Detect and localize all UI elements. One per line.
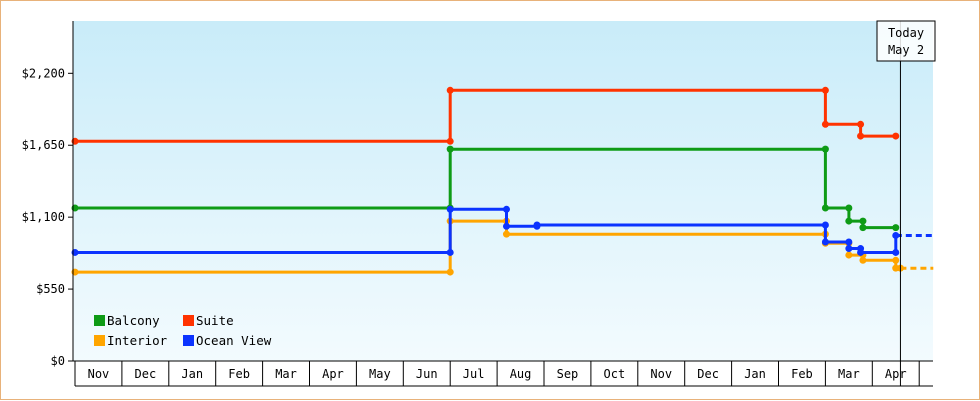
x-tick-label: Mar: [838, 367, 860, 381]
x-tick-label: Apr: [322, 367, 344, 381]
data-point: [821, 86, 829, 94]
today-box: [876, 20, 936, 62]
x-tick-label: Feb: [791, 367, 813, 381]
y-tick-label: $1,650: [22, 138, 65, 152]
x-tick-label: Jan: [744, 367, 766, 381]
data-point: [857, 120, 865, 128]
legend-label: Ocean View: [196, 333, 272, 348]
data-point: [821, 120, 829, 128]
legend-swatch: [183, 315, 194, 326]
data-point: [859, 256, 867, 264]
y-tick-label: $1,100: [22, 210, 65, 224]
data-point: [821, 221, 829, 229]
data-point: [859, 217, 867, 225]
x-tick-label: Apr: [885, 367, 907, 381]
data-point: [845, 238, 853, 246]
today-date: May 2: [888, 43, 924, 57]
data-point: [502, 205, 510, 213]
x-tick-label: Aug: [510, 367, 532, 381]
legend-swatch: [94, 335, 105, 346]
today-label: Today: [888, 26, 924, 40]
legend-swatch: [183, 335, 194, 346]
x-tick-label: Nov: [88, 367, 110, 381]
x-tick-label: May: [369, 367, 391, 381]
data-point: [446, 137, 454, 145]
y-tick-label: $2,200: [22, 66, 65, 80]
legend-swatch: [94, 315, 105, 326]
x-tick-label: Dec: [135, 367, 157, 381]
data-point: [857, 248, 865, 256]
data-point: [845, 217, 853, 225]
data-point: [821, 204, 829, 212]
data-point: [892, 248, 900, 256]
x-tick-label: Nov: [650, 367, 672, 381]
data-point: [892, 231, 900, 239]
x-tick-label: Mar: [275, 367, 297, 381]
data-point: [502, 230, 510, 238]
data-point: [845, 245, 853, 253]
plot-background: [73, 21, 933, 361]
y-tick-label: $550: [36, 282, 65, 296]
data-point: [892, 224, 900, 232]
data-point: [859, 224, 867, 232]
x-tick-label: Dec: [697, 367, 719, 381]
data-point: [845, 204, 853, 212]
x-tick-label: Sep: [557, 367, 579, 381]
legend-label: Interior: [107, 333, 168, 348]
data-point: [892, 256, 900, 264]
x-tick-label: Jul: [463, 367, 485, 381]
x-tick-label: Jan: [181, 367, 203, 381]
x-tick-label: Jun: [416, 367, 438, 381]
data-point: [857, 132, 865, 140]
data-point: [845, 251, 853, 259]
data-point: [892, 132, 900, 140]
data-point: [821, 238, 829, 246]
data-point: [446, 86, 454, 94]
data-point: [446, 205, 454, 213]
y-tick-label: $0: [51, 354, 65, 368]
legend-label: Balcony: [107, 313, 160, 328]
x-tick-label: Oct: [604, 367, 626, 381]
legend-label: Suite: [196, 313, 234, 328]
data-point: [821, 145, 829, 153]
data-point: [446, 145, 454, 153]
data-point: [502, 222, 510, 230]
x-tick-label: Feb: [228, 367, 250, 381]
data-point: [533, 221, 541, 229]
data-point: [446, 248, 454, 256]
data-point: [446, 268, 454, 276]
